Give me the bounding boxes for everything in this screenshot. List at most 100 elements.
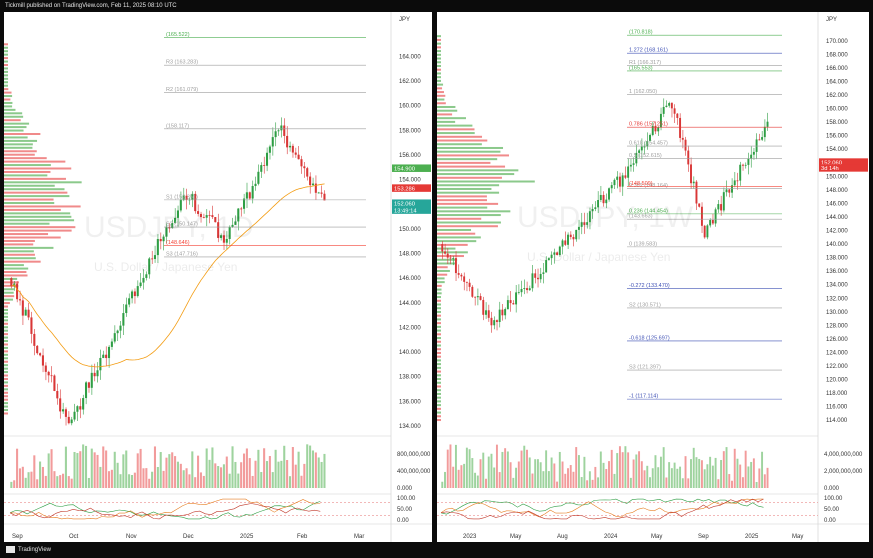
candle-body [520,288,523,293]
volume-bar [211,447,214,488]
price-tick-label: 154.000 [826,147,848,153]
volume-bar [222,464,225,488]
candle-body [268,146,271,153]
candle-body [665,105,668,107]
volume-bar [722,451,725,488]
candle-body [613,179,616,186]
footer-bar: TradingView [0,542,873,558]
time-tick-label: Feb [297,534,308,540]
level-label: (148.509) [629,181,653,187]
volume-profile-bar [4,105,13,108]
candle-body [474,296,477,298]
candle-body [739,164,742,181]
volume-profile-bar [437,225,498,228]
volume-bar [528,457,531,488]
candle-body [10,278,13,287]
candle-body [517,292,520,293]
candle-body [725,189,728,193]
candle-body [618,176,621,187]
candle-body [558,246,561,256]
oscillator-line [9,503,321,520]
time-tick-label: Mar [354,534,364,540]
volume-bar [766,467,769,488]
price-tag-label: 153.286 [394,186,415,192]
volume-profile-bar [437,94,446,97]
volume-bar [102,446,105,488]
candle-body [53,375,56,391]
volume-profile-bar [4,95,13,98]
volume-bar [602,462,605,488]
volume-profile-bar [4,195,70,198]
candle-body [528,288,531,291]
candle-body [271,137,274,147]
volume-bar [268,456,271,488]
volume-tick-label: 400,000,000 [397,469,431,475]
candle-body [41,355,44,366]
volume-profile-bar [4,336,8,339]
candle-body [294,152,297,155]
price-tick-label: 168.000 [826,52,848,58]
oscillator-tick-label: 0.00 [397,518,409,524]
volume-profile-bar [437,195,487,198]
candle-body [176,210,179,218]
candle-body [523,288,526,289]
volume-bar [33,455,36,488]
price-tick-label: 128.000 [826,323,848,329]
level-label: (158.117) [166,123,189,129]
candle-body [709,220,712,226]
right-chart-pane[interactable]: JPY 170.000 168.000 166.000 164.000 162.000 16… [437,12,869,542]
volume-bar [107,471,111,488]
candle-body [444,251,446,254]
volume-profile-bar [4,374,8,377]
right-chart-svg[interactable]: JPY 170.000 168.000 166.000 164.000 162.000 16… [437,12,869,542]
time-tick-label: Sep [12,534,23,540]
volume-profile-bar [437,411,441,414]
volume-bar [286,460,289,488]
volume-profile-bar [4,57,8,60]
left-chart-svg[interactable]: JPY 164.000 162.000 160.000 158.000 156.000 15… [4,12,432,542]
candle-body [567,234,569,245]
volume-bar [613,473,616,488]
volume-profile-bar [4,101,13,104]
volume-profile-bar [4,122,30,125]
volume-bar [733,448,736,488]
candle-body [291,145,294,153]
volume-profile-bar [437,117,466,120]
left-chart-pane[interactable]: JPY 164.000 162.000 160.000 158.000 156.000 15… [4,12,432,542]
volume-bar [171,452,174,488]
volume-bar [509,462,512,488]
volume-bar [564,473,567,488]
candle-body [670,103,673,109]
price-tick-label: 148.000 [399,251,421,257]
candle-body [676,113,679,118]
volume-bar [580,477,583,488]
candle-body [629,164,632,167]
volume-bar [714,457,717,488]
volume-profile-bar [437,72,441,75]
candle-body [610,185,613,189]
volume-profile-bar [437,351,441,354]
volume-profile-bar [4,243,34,246]
volume-bar [288,476,292,488]
candle-body [62,409,65,412]
volume-bar [676,468,679,488]
volume-profile-bar [4,129,24,132]
volume-profile-bar [437,199,488,202]
volume-profile-bar [4,150,37,153]
volume-bar [583,456,586,488]
volume-bar [501,451,504,488]
candle-body [274,131,277,138]
candle-body [643,146,646,148]
volume-bar [197,455,200,488]
level-label: (148.646) [166,240,190,246]
volume-profile-bar [4,350,8,353]
volume-bar [731,480,733,488]
candle-body [194,193,197,212]
volume-profile-bar [4,53,8,56]
candle-body [113,333,116,342]
candle-body [487,310,490,318]
volume-bar [670,468,673,488]
volume-bar [665,477,668,488]
candle-body [490,317,493,326]
volume-profile-bar [4,67,8,70]
